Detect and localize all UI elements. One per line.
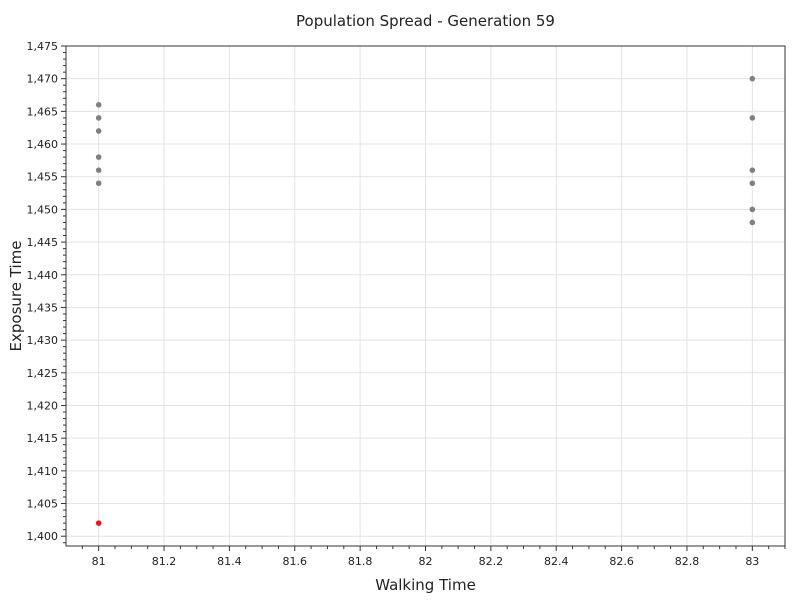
y-tick-label: 1,445 [27,236,59,249]
y-tick-label: 1,415 [27,432,59,445]
y-tick-label: 1,460 [27,138,59,151]
y-tick-label: 1,405 [27,498,59,511]
y-tick-label: 1,455 [27,171,59,184]
y-tick-label: 1,425 [27,367,59,380]
data-point [95,180,102,187]
x-tick-label: 82.2 [479,555,504,568]
x-tick-label: 81.8 [348,555,373,568]
data-point [749,180,756,187]
axes: 81 81.2 81.4 81.6 81.8 82 82.2 82.4 82.6 82.8 83 1,… [27,40,786,568]
data-point [749,167,756,173]
chart-title: Population Spread - Generation 59 [296,12,555,30]
x-tick-label: 82 [419,555,433,568]
x-tick-label: 82.8 [675,555,700,568]
y-axis-title: Exposure Time [7,241,25,352]
x-tick-label: 81.6 [283,555,308,568]
x-tick-label: 82.4 [544,555,569,568]
y-tick-label: 1,400 [27,530,59,543]
y-tick-label: 1,450 [27,203,59,216]
y-tick-label: 1,430 [27,334,59,347]
data-point [95,154,102,160]
data-point [95,115,102,121]
grid [66,45,785,546]
data-point [749,115,756,121]
data-point [749,219,756,226]
y-tick-label: 1,465 [27,105,59,118]
data-point [749,206,756,213]
x-tick-label: 81.2 [152,555,177,568]
y-tick-label: 1,475 [27,40,59,53]
y-tick-label: 1,420 [27,399,59,412]
data-point [95,128,102,134]
data-point [95,167,102,173]
y-tick-label: 1,440 [27,269,59,282]
x-tick-label: 83 [745,555,759,568]
x-tick-label: 82.6 [609,555,634,568]
y-tick-label: 1,470 [27,73,59,86]
x-tick-label: 81 [92,555,106,568]
x-axis-title: Walking Time [375,576,476,594]
data-points [95,75,756,526]
y-tick-label: 1,410 [27,465,59,478]
data-point [95,520,102,526]
y-tick-label: 1,435 [27,301,59,314]
data-point [749,75,756,82]
data-point [95,102,102,108]
x-tick-label: 81.4 [217,555,242,568]
